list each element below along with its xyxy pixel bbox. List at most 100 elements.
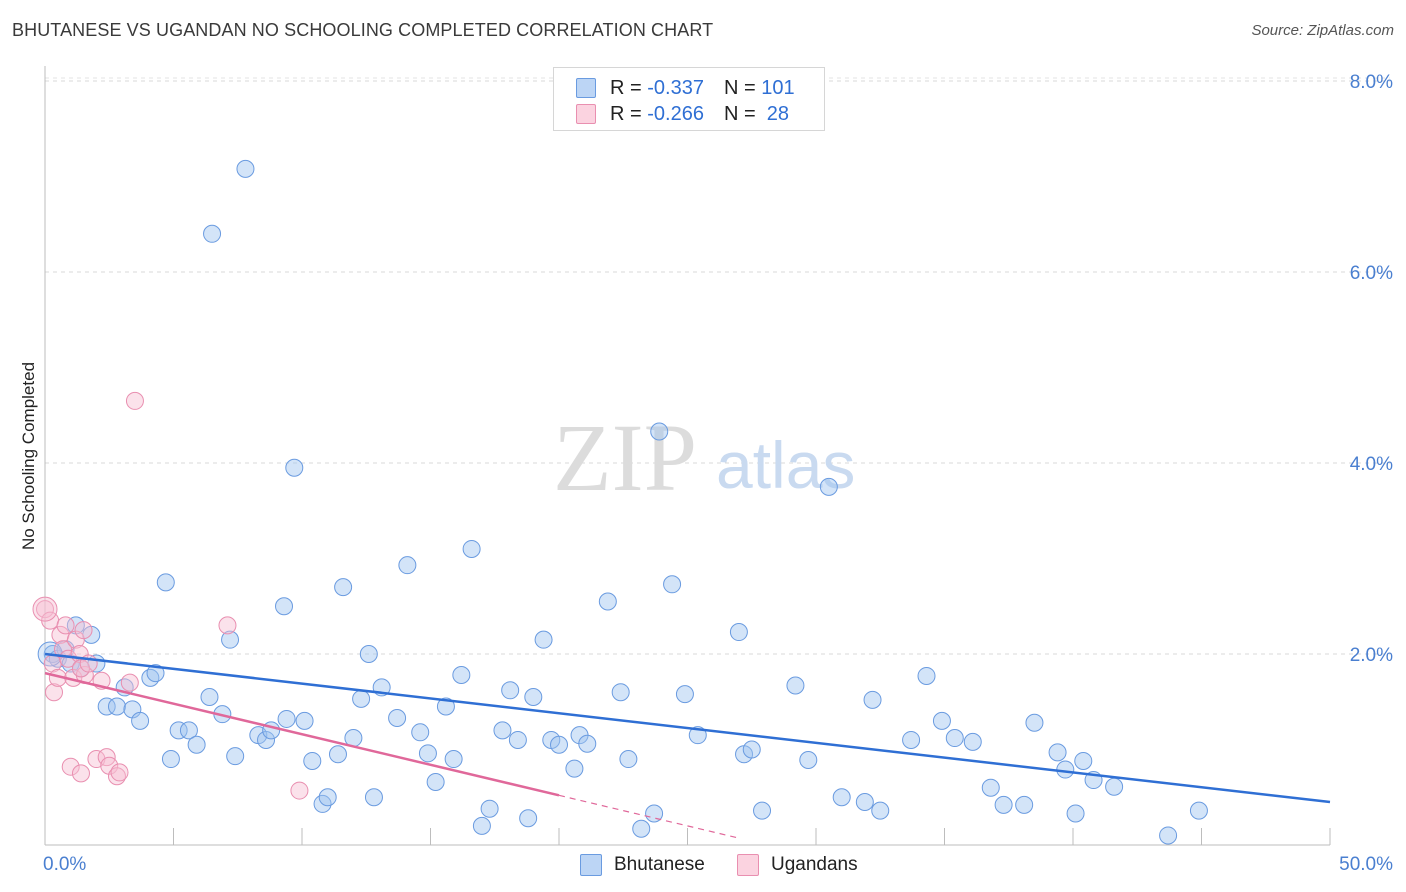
- bhutanese-point-20: [200, 687, 219, 706]
- bhutanese-point-99: [1105, 777, 1124, 796]
- bhutanese-point-32: [295, 711, 314, 730]
- x-tick-label-min: 0.0%: [43, 854, 86, 875]
- bhutanese-point-68: [632, 819, 651, 838]
- bhutanese-point-80: [819, 477, 838, 496]
- ugandan-point-0: [36, 600, 54, 619]
- bhutanese-point-69: [645, 804, 664, 823]
- bhutanese-point-90: [981, 778, 1000, 797]
- bhutanese-point-81: [832, 788, 851, 807]
- bhutanese-point-74: [729, 623, 748, 642]
- bhutanese-point-12: [131, 711, 150, 730]
- legend-r-value: -0.337: [647, 76, 704, 99]
- watermark-atlas: atlas: [716, 428, 855, 502]
- bhutanese-point-3: [61, 654, 80, 673]
- legend-n-label: N =: [723, 102, 762, 125]
- chart-title: BHUTANESE VS UGANDAN NO SCHOOLING COMPLE…: [12, 20, 714, 40]
- ugandan-point-23: [110, 763, 129, 782]
- ugandan-trend-extension: [558, 794, 740, 839]
- axes: [44, 66, 1331, 846]
- legend-row-bhutanese: R = -0.337 N = 101: [576, 76, 795, 100]
- bhutanese-point-64: [578, 734, 597, 753]
- bhutanese-point-56: [508, 730, 527, 749]
- bhutanese-point-44: [398, 556, 417, 575]
- ugandan-point-26: [218, 616, 237, 635]
- bhutanese-point-95: [1056, 760, 1075, 779]
- bhutanese-point-36: [328, 745, 347, 764]
- bhutanese-point-37: [334, 578, 353, 597]
- bhutanese-point-52: [472, 816, 491, 835]
- bhutanese-point-14: [146, 664, 165, 683]
- bottom-legend-ugandans: Ugandans: [737, 852, 858, 878]
- bhutanese-point-40: [359, 645, 378, 663]
- bhutanese-point-50: [452, 666, 471, 685]
- legend-row-ugandans: R = -0.266 N = 28: [576, 102, 789, 126]
- bhutanese-trend-line: [44, 652, 1331, 804]
- bhutanese-point-93: [1025, 713, 1044, 732]
- bhutanese-point-79: [799, 751, 818, 770]
- watermark-zip: ZIP: [553, 404, 697, 511]
- y-tick-label-3: 8.0%: [1350, 72, 1393, 93]
- bhutanese-point-101: [1189, 801, 1208, 820]
- bhutanese-point-49: [444, 750, 463, 769]
- bhutanese-point-82: [855, 793, 874, 812]
- bhutanese-point-54: [493, 721, 512, 740]
- ugandan-point-24: [120, 673, 139, 692]
- legend-swatch-bhutanese: [576, 78, 596, 98]
- bhutanese-points: [37, 159, 1208, 845]
- legend-r-label: R =: [610, 102, 648, 125]
- y-tick-label-2: 6.0%: [1350, 263, 1393, 284]
- ugandan-point-6: [53, 640, 72, 659]
- bhutanese-point-35: [318, 788, 337, 807]
- bhutanese-point-96: [1066, 804, 1085, 823]
- bhutanese-point-58: [524, 687, 543, 706]
- bhutanese-point-17: [169, 721, 188, 740]
- bottom-legend-bhutanese: Bhutanese: [580, 852, 705, 878]
- bottom-legend-label-ugandans: Ugandans: [771, 854, 858, 875]
- ugandan-point-25: [125, 391, 144, 410]
- ugandan-point-13: [74, 621, 93, 640]
- bhutanese-point-29: [275, 597, 294, 616]
- bhutanese-point-25: [236, 159, 255, 178]
- bhutanese-point-23: [221, 630, 240, 649]
- bhutanese-point-85: [902, 730, 921, 749]
- bhutanese-point-30: [277, 709, 296, 728]
- bhutanese-point-16: [161, 750, 180, 769]
- bhutanese-point-84: [871, 801, 890, 820]
- bhutanese-point-70: [650, 422, 669, 441]
- ugandan-point-9: [61, 757, 80, 776]
- bhutanese-point-67: [619, 750, 638, 769]
- bhutanese-point-71: [663, 575, 682, 594]
- bhutanese-point-15: [156, 573, 175, 592]
- bottom-legend-label-bhutanese: Bhutanese: [614, 854, 705, 875]
- ugandan-point-21: [100, 756, 119, 775]
- bhutanese-point-62: [565, 759, 584, 778]
- bottom-legend-swatch-bhutanese: [580, 854, 602, 876]
- legend-n-value: 28: [761, 102, 790, 125]
- legend-n-label: N =: [723, 76, 762, 99]
- bhutanese-point-53: [480, 799, 499, 818]
- bhutanese-point-55: [501, 681, 520, 700]
- bhutanese-point-91: [994, 795, 1013, 814]
- chart-source: Source: ZipAtlas.com: [1251, 22, 1394, 39]
- ugandan-point-3: [44, 683, 63, 702]
- bhutanese-point-51: [462, 539, 481, 558]
- legend-r-value: -0.266: [647, 102, 704, 125]
- y-tick-label-0: 2.0%: [1350, 645, 1393, 666]
- ugandan-point-16: [71, 764, 90, 783]
- ugandan-cluster-point: [32, 596, 58, 622]
- bottom-legend-swatch-ugandans: [737, 854, 759, 876]
- bhutanese-point-41: [364, 788, 383, 807]
- bhutanese-point-100: [1159, 826, 1178, 845]
- bhutanese-point-92: [1015, 795, 1034, 814]
- stats-legend: R = -0.337 N = 101 R = -0.266 N = 28: [553, 67, 825, 131]
- ugandan-trend-line: [44, 671, 560, 797]
- bhutanese-point-59: [534, 630, 553, 649]
- y-axis-title: No Schooling Completed: [19, 362, 38, 550]
- bhutanese-point-77: [753, 801, 772, 820]
- bhutanese-point-9: [107, 697, 126, 716]
- bhutanese-point-8: [97, 697, 116, 716]
- bhutanese-point-66: [611, 683, 630, 702]
- bhutanese-point-19: [187, 735, 206, 754]
- bhutanese-point-43: [388, 708, 407, 727]
- bhutanese-point-13: [141, 668, 160, 687]
